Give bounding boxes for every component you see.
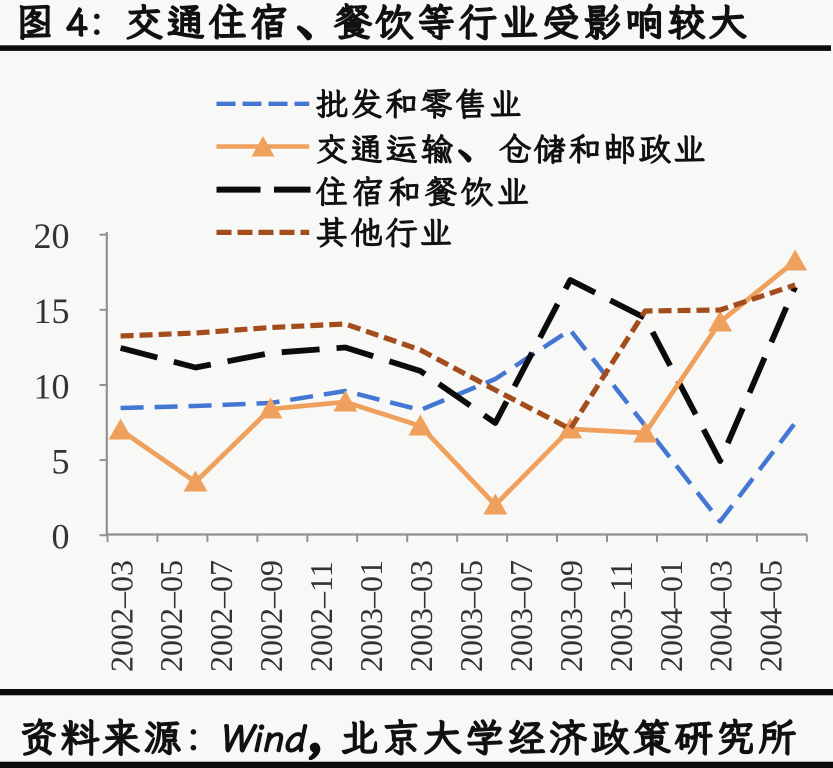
svg-text:2003–03: 2003–03 xyxy=(403,560,439,672)
svg-text:2004–05: 2004–05 xyxy=(753,560,789,672)
svg-text:2003–05: 2003–05 xyxy=(453,560,489,672)
svg-text:20: 20 xyxy=(34,216,70,256)
svg-text:15: 15 xyxy=(34,291,70,331)
svg-text:2003–09: 2003–09 xyxy=(553,560,589,672)
svg-text:2003–11: 2003–11 xyxy=(603,561,639,672)
svg-text:2002–11: 2002–11 xyxy=(303,561,339,672)
svg-text:2002–09: 2002–09 xyxy=(253,560,289,672)
svg-text:10: 10 xyxy=(34,366,70,406)
svg-text:2002–03: 2002–03 xyxy=(103,560,139,672)
svg-text:2002–07: 2002–07 xyxy=(203,560,239,672)
svg-text:2004–03: 2004–03 xyxy=(703,560,739,672)
svg-text:2003–07: 2003–07 xyxy=(503,560,539,672)
svg-text:2002–05: 2002–05 xyxy=(153,560,189,672)
svg-text:2003–01: 2003–01 xyxy=(353,560,389,672)
svg-text:5: 5 xyxy=(52,442,70,482)
svg-text:0: 0 xyxy=(52,517,70,557)
svg-text:2004–01: 2004–01 xyxy=(653,560,689,672)
